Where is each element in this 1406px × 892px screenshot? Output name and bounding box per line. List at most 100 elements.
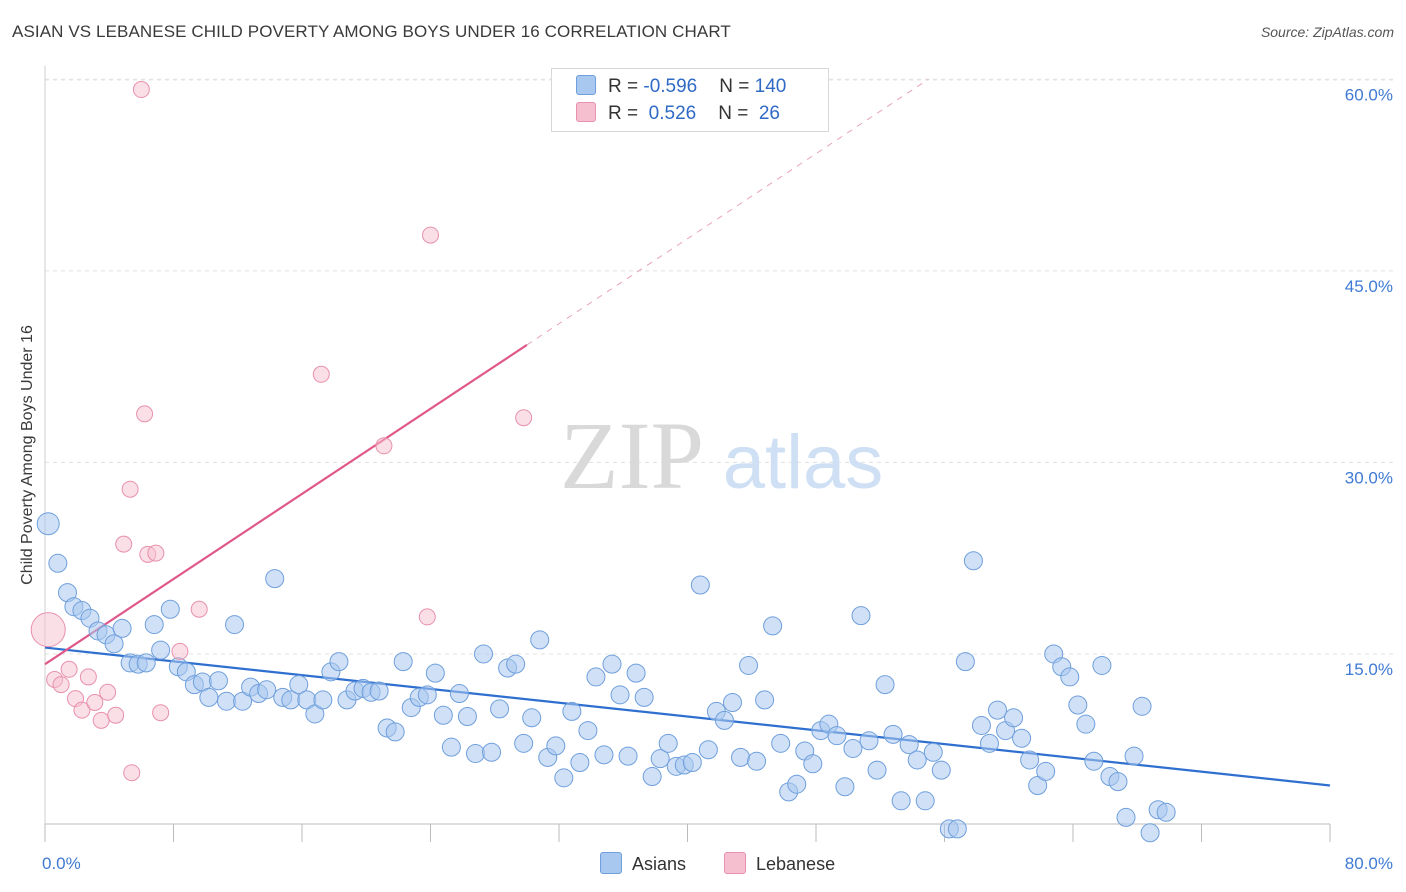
lebanese-point <box>132 81 150 99</box>
asians-point <box>474 644 494 664</box>
legend-row-asians: R = -0.596 N = 140 <box>576 75 786 98</box>
asians-point <box>867 760 887 780</box>
legend-r-value: 0.526 <box>643 103 697 124</box>
asians-point <box>257 680 277 700</box>
asians-point <box>739 655 759 675</box>
lebanese-point <box>171 642 189 660</box>
lebanese-point <box>86 693 104 711</box>
asians-point <box>136 653 156 673</box>
asians-point <box>787 774 807 794</box>
asians-point <box>1140 823 1160 843</box>
asians-point <box>144 615 164 635</box>
asians-point <box>1124 746 1144 766</box>
asians-point <box>915 791 935 811</box>
chart-title: ASIAN VS LEBANESE CHILD POVERTY AMONG BO… <box>12 22 731 41</box>
asians-point <box>955 652 975 672</box>
asians-point <box>731 747 751 767</box>
asians-point <box>722 692 742 712</box>
asians-point <box>457 707 477 727</box>
asians-point <box>988 700 1008 720</box>
grid-lines <box>45 78 1395 655</box>
asians-point <box>650 749 670 769</box>
legend-r-value: -0.596 <box>643 76 698 97</box>
lebanese-point <box>123 764 141 782</box>
asians-point <box>803 754 823 774</box>
asians-point <box>891 791 911 811</box>
legend-row-lebanese: R = 0.526 N = 26 <box>576 102 780 125</box>
legend-swatch-lebanese <box>576 102 596 122</box>
asians-point <box>208 671 228 691</box>
asians-point <box>698 740 718 760</box>
trend-lines <box>44 78 1331 787</box>
asians-trend-line <box>44 646 1331 787</box>
asians-point <box>385 722 405 742</box>
asians-point <box>682 752 702 772</box>
asians-point <box>1156 802 1176 822</box>
asians-point <box>690 575 710 595</box>
bottom-legend-swatch-lebanese <box>724 852 746 874</box>
asians-point <box>482 742 502 762</box>
lebanese-point <box>312 365 330 383</box>
asians-point <box>594 745 614 765</box>
asians-point <box>1116 807 1136 827</box>
bottom-legend-swatch-asians <box>600 852 622 874</box>
lebanese-point <box>375 437 393 455</box>
asians-point <box>771 733 791 753</box>
asians-point <box>490 699 510 719</box>
asians-point <box>570 752 590 772</box>
asians-point <box>1092 655 1112 675</box>
asians-point <box>971 715 991 735</box>
asians-point <box>747 751 767 771</box>
watermark-zip: ZIP <box>560 402 704 509</box>
asians-point <box>875 675 895 695</box>
asians-point <box>554 768 574 788</box>
asians-point <box>578 721 598 741</box>
y-axis-label: Child Poverty Among Boys Under 16 <box>19 325 36 585</box>
asians-point <box>602 654 622 674</box>
data-points <box>30 81 1176 843</box>
asians-point <box>441 737 461 757</box>
asians-point <box>714 710 734 730</box>
x-tick-label: 0.0% <box>42 854 81 873</box>
asians-point <box>369 681 389 701</box>
bottom-legend-asians: Asians <box>600 852 686 875</box>
asians-point <box>642 767 662 787</box>
bottom-legend-label-lebanese: Lebanese <box>756 854 836 874</box>
asians-point <box>1132 696 1152 716</box>
asians-point <box>1004 708 1024 728</box>
asians-point <box>947 819 967 839</box>
asians-point <box>36 512 60 536</box>
asians-point <box>313 690 333 710</box>
legend-r-label: R = <box>608 103 644 124</box>
asians-point <box>217 691 237 711</box>
y-tick-label: 30.0% <box>1345 468 1393 487</box>
legend-n-value: 140 <box>754 76 787 97</box>
asians-point <box>658 733 678 753</box>
y-tick-label: 60.0% <box>1345 85 1393 104</box>
asians-point <box>514 733 534 753</box>
asians-point <box>199 687 219 707</box>
bottom-legend-label-asians: Asians <box>632 854 687 874</box>
lebanese-point <box>136 405 154 423</box>
source-label: Source: ZipAtlas.com <box>1260 24 1394 40</box>
asians-point <box>610 685 630 705</box>
lebanese-point <box>115 535 133 553</box>
asians-point <box>329 652 349 672</box>
asians-point <box>979 733 999 753</box>
asians-point <box>433 705 453 725</box>
bottom-legend-lebanese: Lebanese <box>724 852 835 875</box>
correlation-legend: R = -0.596 N = 140 R = 0.526 N = 26 <box>551 68 829 132</box>
lebanese-trend-line <box>44 343 528 666</box>
lebanese-point <box>107 706 125 724</box>
legend-n-value: 26 <box>753 103 780 124</box>
asians-point <box>827 726 847 746</box>
asians-point <box>1012 728 1032 748</box>
tick-labels: 15.0% 30.0% 45.0% 60.0% 0.0% 80.0% <box>42 85 1393 873</box>
asians-point <box>1076 714 1096 734</box>
asians-point <box>1036 761 1056 781</box>
lebanese-point <box>121 480 139 498</box>
asians-point <box>393 652 413 672</box>
asians-point <box>1084 751 1104 771</box>
watermark-atlas: atlas <box>723 420 884 505</box>
